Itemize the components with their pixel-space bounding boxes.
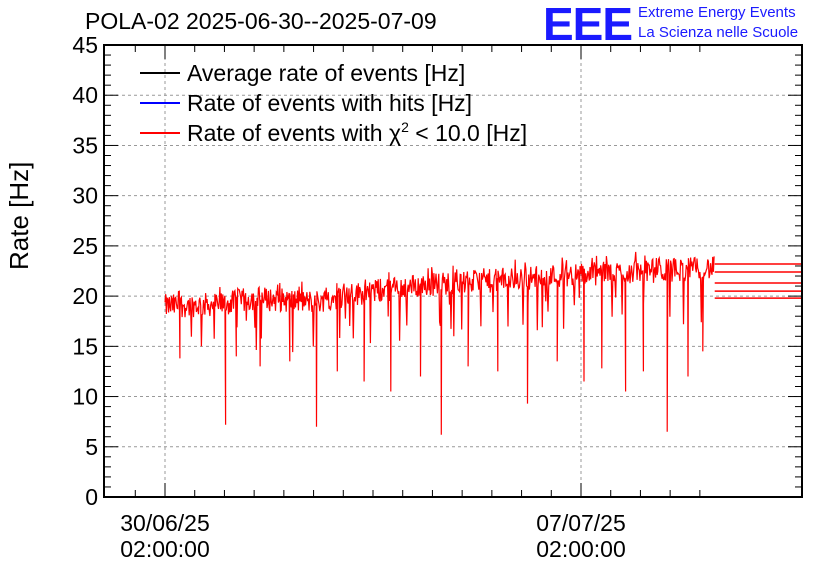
y-tick-label: 0 bbox=[85, 484, 98, 510]
legend: Average rate of events [Hz] Rate of event… bbox=[140, 60, 527, 146]
y-tick-label: 25 bbox=[72, 233, 98, 259]
y-tick-label: 40 bbox=[72, 82, 98, 108]
legend-entry-label: Rate of events with χ2 < 10.0 [Hz] bbox=[187, 119, 527, 146]
logo-subtitle-1: Extreme Energy Events bbox=[638, 4, 796, 21]
series-layer bbox=[164, 251, 802, 435]
y-tick-label: 10 bbox=[72, 384, 98, 410]
series-line-chi2 bbox=[164, 251, 715, 435]
chart-title: POLA-02 2025-06-30--2025-07-09 bbox=[85, 8, 437, 34]
x-tick-time-label: 02:00:00 bbox=[120, 536, 210, 562]
eee-logo: EEE bbox=[543, 0, 633, 50]
y-tick-label: 5 bbox=[85, 434, 98, 460]
legend-entry-label: Average rate of events [Hz] bbox=[187, 60, 465, 86]
y-tick-label: 20 bbox=[72, 283, 98, 309]
legend-entry-label: Rate of events with hits [Hz] bbox=[187, 90, 472, 116]
x-tick-date-label: 07/07/25 bbox=[536, 510, 626, 536]
plot-frame bbox=[103, 44, 803, 498]
x-tick-time-label: 02:00:00 bbox=[536, 536, 626, 562]
logo-subtitle-2: La Scienza nelle Scuole bbox=[638, 24, 799, 41]
y-tick-label: 35 bbox=[72, 132, 98, 158]
y-tick-label: 45 bbox=[72, 32, 98, 58]
y-tick-label: 15 bbox=[72, 333, 98, 359]
y-tick-label: 30 bbox=[72, 183, 98, 209]
x-tick-date-label: 30/06/25 bbox=[120, 510, 210, 536]
axes: 05101520253035404530/06/2502:00:0007/07/… bbox=[72, 32, 803, 562]
